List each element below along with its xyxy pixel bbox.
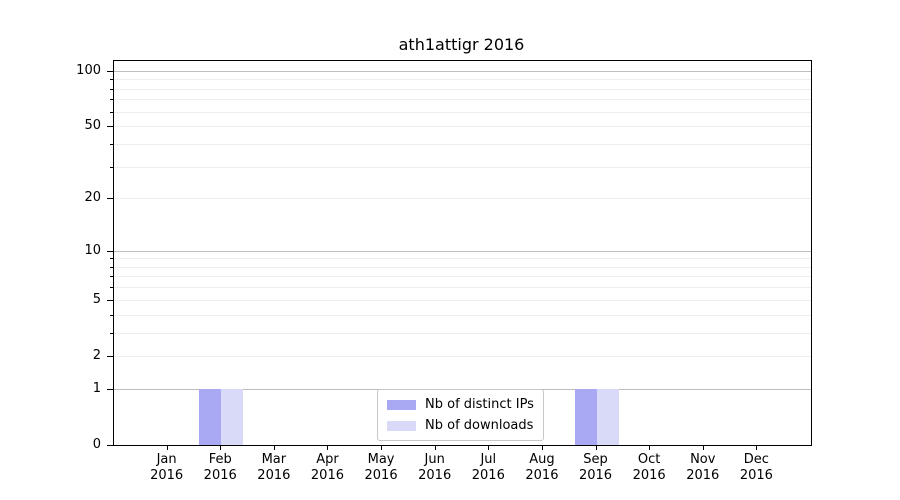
x-tick-mark	[756, 446, 758, 450]
x-tick-label: Oct 2016	[632, 452, 666, 483]
x-tick-label: Mar 2016	[257, 452, 291, 483]
y-minor-tick-mark	[110, 198, 113, 200]
y-minor-tick-mark	[110, 332, 113, 334]
y-minor-tick-mark	[110, 79, 113, 81]
gridline-minor	[114, 126, 811, 128]
x-tick-label: Apr 2016	[310, 452, 344, 483]
x-tick-label: May 2016	[364, 452, 398, 483]
gridline-minor	[114, 79, 811, 81]
y-minor-tick-mark	[110, 314, 113, 316]
x-tick-label: Jan 2016	[150, 452, 184, 483]
x-tick-mark	[434, 446, 436, 450]
y-minor-tick-mark	[110, 88, 113, 90]
y-minor-tick-mark	[110, 287, 113, 289]
x-tick-mark	[595, 446, 597, 450]
y-tick-mark	[107, 388, 113, 390]
x-tick-mark	[702, 446, 704, 450]
x-tick-label: Feb 2016	[203, 452, 237, 483]
gridline-minor	[114, 332, 811, 334]
y-tick-label: 10	[84, 242, 101, 258]
x-tick-mark	[273, 446, 275, 450]
x-tick-label: Dec 2016	[739, 452, 773, 483]
gridline-minor	[114, 143, 811, 145]
y-tick-label: 5	[92, 291, 101, 307]
gridline-minor	[114, 287, 811, 289]
x-tick-mark	[649, 446, 651, 450]
x-tick-mark	[488, 446, 490, 450]
y-tick-label: 0	[92, 437, 101, 452]
x-tick-mark	[381, 446, 383, 450]
gridline-minor	[114, 314, 811, 316]
gridline-minor	[114, 299, 811, 301]
y-minor-tick-mark	[110, 143, 113, 145]
gridline-major	[114, 250, 811, 252]
y-minor-tick-mark	[110, 355, 113, 357]
y-tick-label: 50	[84, 118, 101, 134]
y-tick-label: 100	[76, 62, 101, 78]
gridline-major	[114, 70, 811, 72]
y-minor-tick-mark	[110, 126, 113, 128]
legend-item-distinct-ips: Nb of distinct IPs	[387, 397, 534, 412]
y-minor-tick-mark	[110, 276, 113, 278]
gridline-minor	[114, 266, 811, 268]
legend-label-distinct-ips: Nb of distinct IPs	[425, 397, 534, 412]
y-tick-mark	[107, 70, 113, 72]
legend-label-downloads: Nb of downloads	[425, 418, 534, 433]
gridline-minor	[114, 198, 811, 200]
gridline-minor	[114, 166, 811, 168]
bar-distinct-ips	[199, 388, 222, 445]
x-tick-label: Sep 2016	[578, 452, 613, 483]
legend-item-downloads: Nb of downloads	[387, 418, 534, 433]
y-minor-tick-mark	[110, 258, 113, 260]
y-tick-mark	[107, 445, 113, 446]
y-minor-tick-mark	[110, 299, 113, 301]
y-minor-tick-mark	[110, 99, 113, 101]
bar-downloads	[221, 388, 244, 445]
y-tick-label: 20	[84, 190, 101, 206]
x-tick-mark	[220, 446, 222, 450]
y-tick-mark	[107, 250, 113, 252]
x-tick-mark	[327, 446, 329, 450]
x-tick-mark	[541, 446, 543, 450]
legend: Nb of distinct IPs Nb of downloads	[377, 389, 544, 441]
y-minor-tick-mark	[110, 166, 113, 168]
gridline-minor	[114, 276, 811, 278]
x-tick-label: Jun 2016	[418, 452, 452, 483]
legend-swatch-distinct-ips	[387, 399, 416, 410]
bar-downloads	[596, 388, 619, 445]
gridline-minor	[114, 111, 811, 113]
y-tick-label: 2	[92, 347, 101, 363]
x-tick-label: Aug 2016	[525, 452, 559, 483]
y-minor-tick-mark	[110, 111, 113, 113]
gridline-minor	[114, 99, 811, 101]
plot-area	[113, 60, 812, 446]
gridline-minor	[114, 355, 811, 357]
x-tick-label: Jul 2016	[471, 452, 505, 483]
chart-title: ath1attigr 2016	[398, 35, 525, 54]
y-tick-label: 1	[92, 380, 101, 396]
x-tick-mark	[166, 446, 168, 450]
x-tick-label: Nov 2016	[686, 452, 720, 483]
gridline-minor	[114, 88, 811, 90]
bar-distinct-ips	[574, 388, 597, 445]
y-minor-tick-mark	[110, 266, 113, 268]
gridline-minor	[114, 258, 811, 260]
legend-swatch-downloads	[387, 420, 416, 431]
